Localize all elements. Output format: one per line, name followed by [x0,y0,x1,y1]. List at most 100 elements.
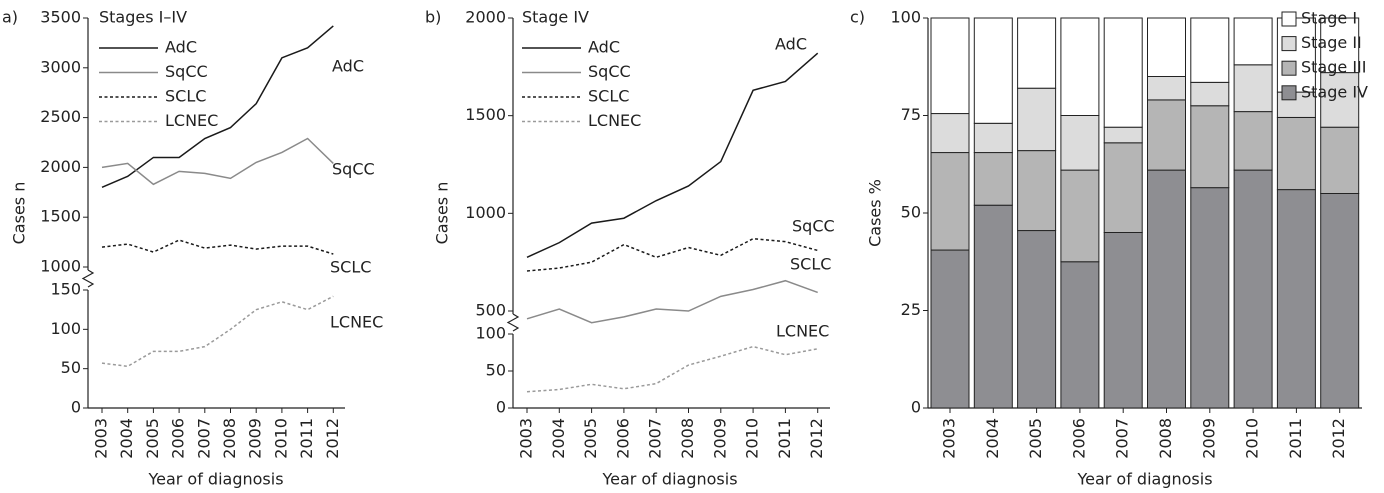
y-tick-label: 0 [496,398,506,417]
axis-break [81,269,95,288]
line-1 [101,137,334,186]
bar-segment [1060,169,1100,263]
y-tick-label: 100 [50,319,81,338]
y-tick-label: 2000 [465,8,506,27]
legend-label: Stage II [1301,33,1362,52]
x-tick-label: 2007 [1113,418,1132,459]
bar-segment [973,204,1013,409]
x-tick-label: 2003 [940,418,959,459]
x-tick-label: 2003 [517,418,536,459]
bar-segment [1233,64,1273,113]
y-tick-label: 2000 [40,157,81,176]
line-0 [101,25,334,189]
line-3 [101,295,334,368]
bar-segment [1017,150,1057,232]
bar-segment [1190,17,1230,83]
legend-label: AdC [165,38,197,57]
bar-segment [1060,17,1100,116]
y-tick-label: 1000 [40,257,81,276]
y-axis-title: Cases % [866,179,885,247]
bar-segment [1147,169,1186,409]
y-axis-title: Cases n [10,182,29,245]
x-tick-label: 2003 [92,418,111,459]
line-2 [101,239,334,255]
y-tick-label: 150 [50,280,81,299]
x-tick-label: 2005 [1026,418,1045,459]
legend-label: LCNEC [165,111,218,130]
x-tick-label: 2010 [1243,418,1262,459]
x-tick-label: 2011 [297,418,316,459]
bar-segment [1320,72,1360,128]
bar-segment [1103,17,1143,128]
bar-segment [1276,189,1316,409]
x-tick-label: 2011 [775,418,794,459]
bar-segment [930,113,970,154]
axis-break [506,313,520,332]
bar-segment [1190,105,1230,189]
bar-segment [1320,126,1360,194]
x-tick-label: 2006 [613,418,632,459]
series-label: SqCC [792,217,835,236]
x-tick-label: 2012 [1329,418,1348,459]
bar-segment [973,122,1013,154]
x-tick-label: 2005 [143,418,162,459]
bar-segment [1017,17,1057,89]
bar-segment [1147,76,1186,101]
legend-label: SCLC [165,87,206,106]
bar-segment [1060,261,1100,409]
x-tick-label: 2008 [220,418,239,459]
legend-label: LCNEC [588,111,641,130]
bar-segment [1320,17,1360,74]
y-tick-label: 50 [61,358,81,377]
bar-segment [1233,17,1273,66]
x-tick-label: 2011 [1286,418,1305,459]
x-tick-label: 2009 [246,418,265,459]
y-tick-label: 50 [486,361,506,380]
bar-segment [1103,126,1143,144]
y-tick-label: 50 [901,203,921,222]
panel-title: Stages I–IV [99,8,187,27]
x-tick-label: 2006 [169,418,188,459]
x-tick-label: 2012 [323,418,342,459]
x-tick-label: 2005 [581,418,600,459]
bar-segment [930,152,970,251]
line-3 [526,345,818,393]
y-tick-label: 75 [901,105,921,124]
bar-segment [1103,142,1143,233]
y-tick-label: 3000 [40,57,81,76]
y-tick-label: 0 [71,398,81,417]
x-axis-title: Year of diagnosis [601,470,737,489]
legend-label: SqCC [165,62,208,81]
panel-label: a) [2,8,18,27]
x-axis-title: Year of diagnosis [147,470,283,489]
series-label: LCNEC [776,322,829,341]
bar-segment [1233,111,1273,171]
series-label: SCLC [330,258,371,277]
y-tick-label: 1000 [465,203,506,222]
x-tick-label: 2010 [271,418,290,459]
x-tick-label: 2012 [807,418,826,459]
x-tick-label: 2009 [710,418,729,459]
series-label: LCNEC [330,313,383,332]
x-axis-title: Year of diagnosis [1076,470,1212,489]
legend-swatch [1281,11,1297,27]
y-tick-label: 0 [911,398,921,417]
bar-segment [1147,99,1186,171]
series-label: AdC [332,57,364,76]
y-tick-label: 100 [890,8,921,27]
bar-segment [1233,169,1273,409]
line-1 [526,279,818,324]
bar-segment [973,152,1013,206]
series-label: SCLC [790,255,831,274]
bar-segment [1147,17,1186,77]
y-tick-label: 2500 [40,107,81,126]
x-tick-label: 2006 [1069,418,1088,459]
y-tick-label: 25 [901,300,921,319]
x-tick-label: 2007 [194,418,213,459]
panel-label: b) [425,8,441,27]
panel-label: c) [850,8,865,27]
bar-segment [1017,87,1057,152]
x-tick-label: 2008 [678,418,697,459]
line-0 [526,52,819,258]
